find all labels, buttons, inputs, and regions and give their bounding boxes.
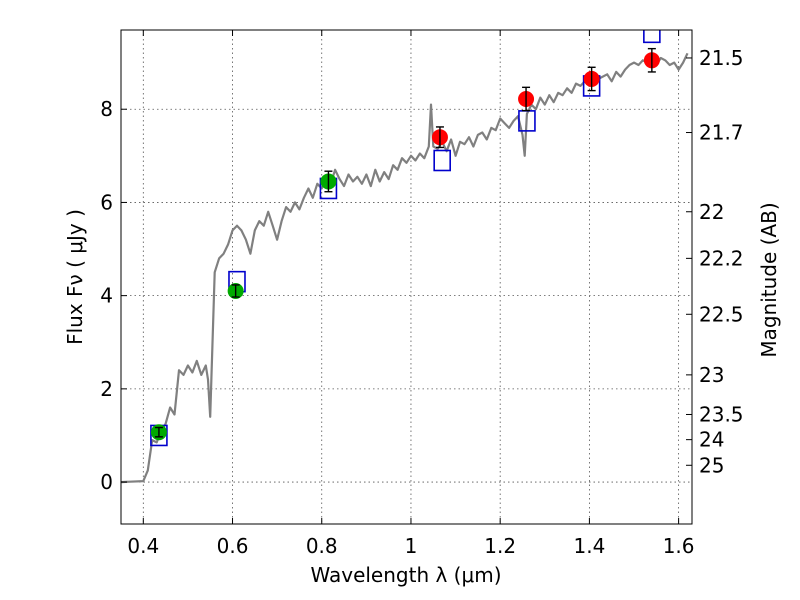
mag-tick-label: 25 [699,453,724,477]
spectrum-line [121,52,689,484]
x-tick-label: 0.6 [217,534,249,558]
x-tick-label: 0.4 [127,534,159,558]
y-tick-label: 8 [100,97,113,121]
x-axis-label: Wavelength λ (μm) [310,563,501,587]
x-tick-label: 0.8 [306,534,338,558]
mag-tick-label: 22.5 [699,302,744,326]
y-tick-label: 4 [100,284,113,308]
x-tick-label: 1.2 [484,534,516,558]
model-photometry-square [643,30,661,44]
mag-tick-label: 21.7 [699,121,744,145]
plot-frame [120,29,693,525]
right-axis-label: Magnitude (AB) [757,202,781,357]
mag-tick-label: 22 [699,200,724,224]
plot-area [121,30,689,484]
mag-tick-label: 22.2 [699,246,744,270]
mag-tick-label: 23 [699,363,724,387]
markers-layer [150,47,660,441]
mag-tick-label: 21.5 [699,46,744,70]
y-tick-label: 0 [100,470,113,494]
y-tick-label: 6 [100,190,113,214]
mag-tick-label: 24 [699,428,724,452]
x-tick-label: 1 [405,534,418,558]
axes: 0.4 0.6 0.8 1 1.2 1.4 1.60246821.521.72222.222… [100,30,744,558]
y-axis-label: Flux Fν ( μJy ) [63,209,87,345]
y-tick-label: 2 [100,377,113,401]
x-tick-label: 1.4 [573,534,605,558]
grid [121,30,692,524]
mag-tick-label: 23.5 [699,402,744,426]
x-tick-label: 1.6 [663,534,695,558]
model-photometry-square [433,149,451,172]
